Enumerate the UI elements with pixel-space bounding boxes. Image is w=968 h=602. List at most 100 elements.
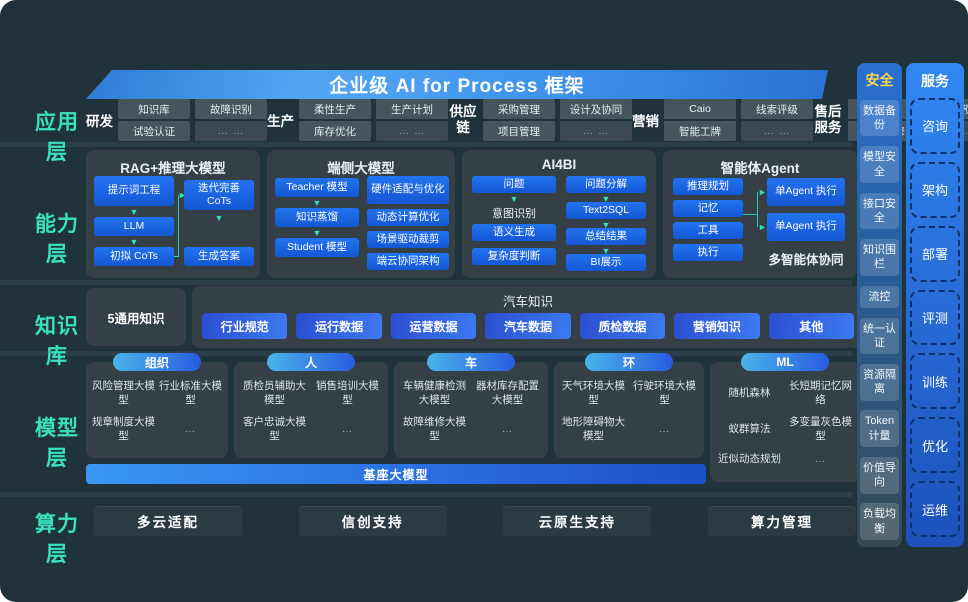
knowledge-pill: 质检数据 xyxy=(579,313,666,339)
agent-caption-multi-agent: 多智能体协同 xyxy=(768,253,844,267)
card-rag-reasoning: RAG+推理大模型 提示词工程 ▼ LLM ▼ 初拟 CoTs ► 迭代完善 C… xyxy=(86,150,260,278)
knowledge-pill: 行业规范 xyxy=(202,313,288,339)
model-item: 行驶环境大模型 xyxy=(633,380,696,406)
model-item: 随机森林 xyxy=(728,386,771,399)
layer-label-compute: 算力层 xyxy=(35,513,79,566)
model-layer-row: 组织 风险管理大模型 行业标准大模型 规章制度大模型 … 人 质检员辅助大模型 … xyxy=(86,353,864,482)
arrow-down-icon: ▼ xyxy=(601,220,611,230)
compute-item-multicloud: 多云适配 xyxy=(94,506,242,536)
divider xyxy=(0,492,852,497)
security-title: 安全 xyxy=(865,72,894,88)
service-item: 部署 xyxy=(910,225,960,282)
application-layer-row: 研发 知识库 试验认证 故障识别 … … 生产 柔性生产 库存优化 生产计划 …… xyxy=(86,96,968,144)
card-title: 端侧大模型 xyxy=(327,161,395,176)
model-item: 故障维修大模型 xyxy=(403,416,466,442)
model-group-environment: 环 天气环境大模型 行驶环境大模型 地形障碍物大模型 … xyxy=(554,353,704,458)
app-item: 项目管理 xyxy=(483,121,555,141)
app-group-label: 生产 xyxy=(267,114,294,129)
ai4bi-text-intent: 意图识别 xyxy=(492,208,536,220)
card-title: AI4BI xyxy=(541,157,577,172)
model-item: 销售培训大模型 xyxy=(316,380,379,406)
security-item: 流控 xyxy=(860,285,899,308)
divider xyxy=(0,142,852,147)
model-item-more: … xyxy=(341,423,354,436)
layer-label-model: 模型层 xyxy=(35,417,79,470)
model-group-pill: 环 xyxy=(585,353,673,371)
app-group-marketing: 营销 Caio 智能工牌 线索评级 … … xyxy=(632,99,813,141)
edge-node-student: Student 模型 xyxy=(275,238,359,257)
ai4bi-node-text2sql: Text2SQL xyxy=(566,202,646,219)
connector-line xyxy=(743,214,757,215)
service-title: 服务 xyxy=(921,73,949,89)
model-item: 车辆健康检测大模型 xyxy=(403,380,466,406)
edge-node-dynamic-compute: 动态计算优化 xyxy=(367,209,449,226)
model-item: 蚁群算法 xyxy=(728,423,771,436)
ai4bi-node-bi-display: BI展示 xyxy=(566,254,646,271)
service-item: 优化 xyxy=(910,417,960,474)
model-group-pill: ML xyxy=(741,353,829,371)
agent-node-memory: 记忆 xyxy=(673,200,743,217)
security-item: 模型安全 xyxy=(860,146,899,183)
app-item-more: … … xyxy=(741,121,813,141)
card-edge-model: 端侧大模型 Teacher 模型 ▼ 知识蒸馏 ▼ Student 模型 硬件适… xyxy=(267,150,455,278)
app-item: 设计及协同 xyxy=(560,99,632,119)
app-item: 生产计划 xyxy=(376,99,448,119)
arrow-right-icon: ► xyxy=(758,222,767,232)
app-group-label: 研发 xyxy=(86,114,113,129)
app-item-more: … … xyxy=(376,121,448,141)
auto-knowledge-card: 汽车知识 行业规范 运行数据 运营数据 汽车数据 质检数据 营销知识 其他 xyxy=(192,286,864,348)
model-group-pill: 组织 xyxy=(113,353,201,371)
app-group-rd: 研发 知识库 试验认证 故障识别 … … xyxy=(86,99,267,141)
edge-node-cloud-edge: 端云协同架构 xyxy=(367,253,449,270)
security-item: 资源隔离 xyxy=(860,364,899,401)
app-group-supply-chain: 供应链 采购管理 项目管理 设计及协同 … … xyxy=(448,99,632,141)
layer-label-capability: 能力层 xyxy=(35,213,79,266)
model-item: 行业标准大模型 xyxy=(159,380,222,406)
model-item: 器材库存配置大模型 xyxy=(476,380,539,406)
app-item: 柔性生产 xyxy=(299,99,371,119)
model-item: 客户忠诚大模型 xyxy=(243,416,306,442)
service-item: 运维 xyxy=(910,481,960,538)
card-ai4bi: AI4BI 问题 ▼ 意图识别 语义生成 复杂度判断 问题分解 ▼ Text2S… xyxy=(462,150,656,278)
knowledge-pill: 其他 xyxy=(768,313,854,339)
app-item: 试验认证 xyxy=(118,121,190,141)
model-item: 风险管理大模型 xyxy=(92,380,155,406)
model-group-people: 人 质检员辅助大模型 销售培训大模型 客户忠诚大模型 … xyxy=(234,353,388,458)
app-item-more: … … xyxy=(560,121,632,141)
security-item: 接口安全 xyxy=(860,192,899,230)
app-item-more: … … xyxy=(195,121,267,141)
model-group-pill: 人 xyxy=(267,353,355,371)
agent-node-planning: 推理规划 xyxy=(673,178,743,195)
knowledge-pill: 汽车数据 xyxy=(485,313,571,339)
rag-node-init-cots: 初拟 CoTs xyxy=(94,247,174,266)
rag-node-answer: 生成答案 xyxy=(184,247,254,266)
app-item: 故障识别 xyxy=(195,99,267,119)
app-item: 采购管理 xyxy=(483,99,555,119)
ai4bi-node-complexity: 复杂度判断 xyxy=(472,248,556,265)
app-item: 库存优化 xyxy=(299,121,371,141)
security-item: 负载均衡 xyxy=(860,503,899,540)
security-item: Token计量 xyxy=(860,410,899,448)
service-item: 训练 xyxy=(910,353,960,410)
service-item: 咨询 xyxy=(910,98,960,154)
edge-node-teacher: Teacher 模型 xyxy=(275,178,359,197)
model-item: 长短期记忆网络 xyxy=(789,380,852,406)
general-knowledge-card: 5通用知识 xyxy=(86,288,186,346)
agent-node-single-agent-2: 单Agent 执行 xyxy=(767,213,845,241)
arrow-down-icon: ▼ xyxy=(312,198,322,208)
app-item: 线索评级 xyxy=(741,99,813,119)
arrow-down-icon: ▼ xyxy=(312,228,322,238)
rag-node-llm: LLM xyxy=(94,217,174,236)
model-item: 多变量灰色模型 xyxy=(789,416,852,442)
security-item: 知识围栏 xyxy=(860,239,899,276)
rag-node-prompt: 提示词工程 xyxy=(94,176,174,206)
model-item: 规章制度大模型 xyxy=(92,416,155,442)
arrow-right-icon: ► xyxy=(178,190,187,200)
knowledge-pill: 营销知识 xyxy=(674,313,760,339)
ai4bi-node-decompose: 问题分解 xyxy=(566,176,646,193)
app-group-label: 供应链 xyxy=(449,104,477,135)
model-item: 地形障碍物大模型 xyxy=(562,416,625,442)
arrow-down-icon: ▼ xyxy=(129,237,139,247)
arrow-down-icon: ▼ xyxy=(129,207,139,217)
